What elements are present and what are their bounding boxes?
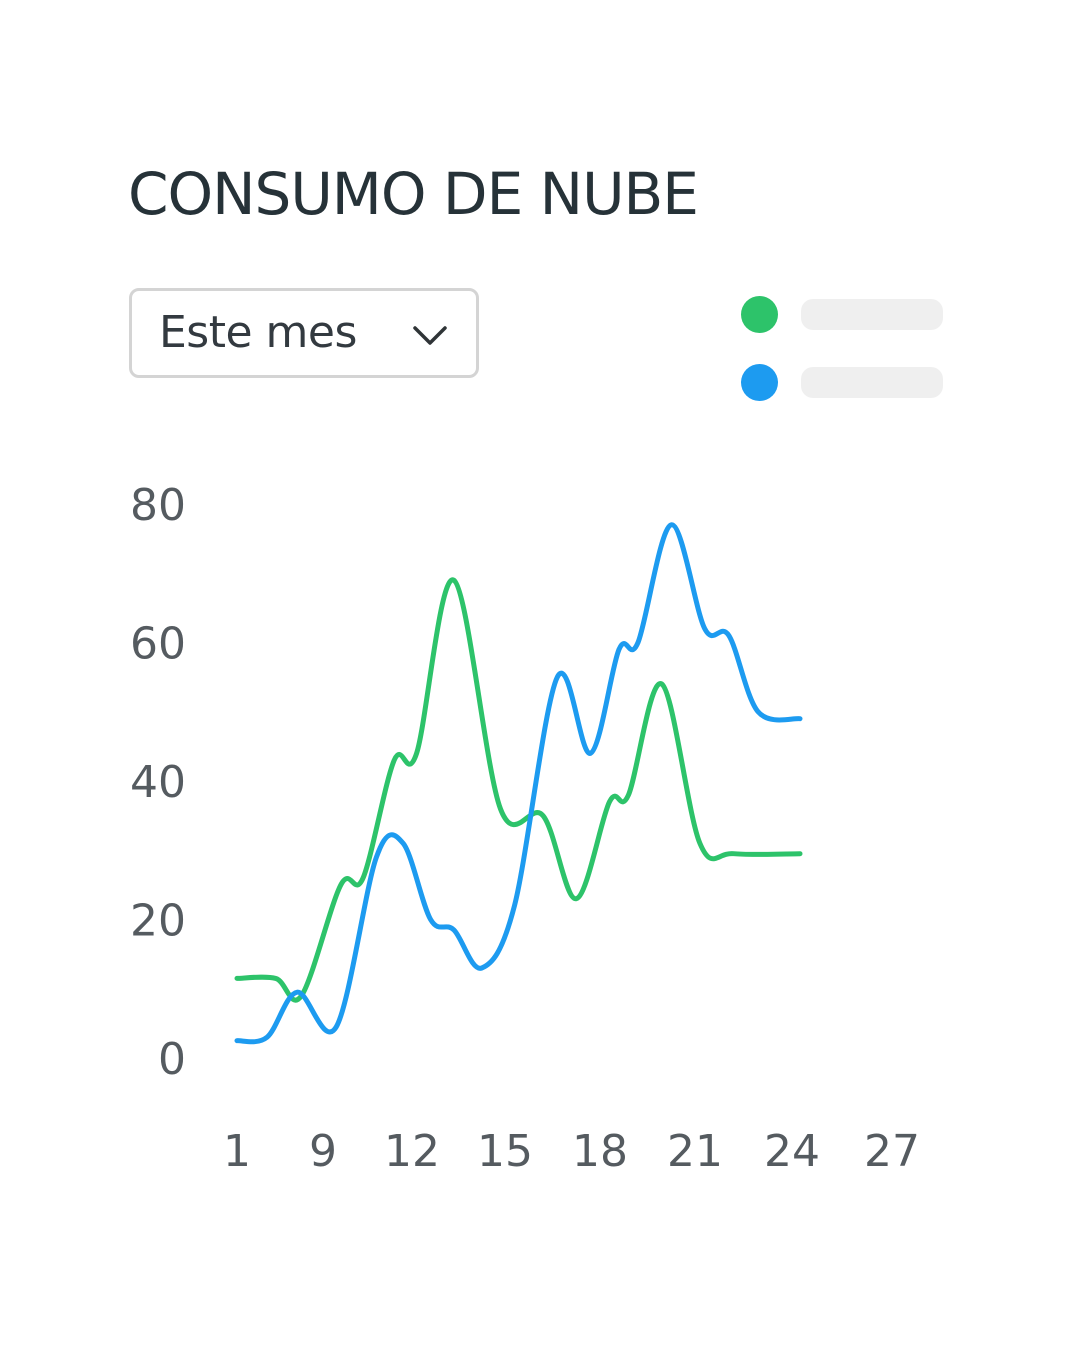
legend-dot-blue <box>741 364 778 401</box>
x-tick-label: 9 <box>309 1126 337 1177</box>
y-tick-label: 60 <box>130 619 186 670</box>
legend-item-green <box>740 294 950 334</box>
line-chart: 0 20 40 60 80 1 9 12 15 18 21 24 27 <box>130 480 920 1177</box>
series-line-green <box>234 577 803 1003</box>
y-tick-label: 40 <box>130 757 186 808</box>
x-tick-label: 18 <box>572 1126 628 1177</box>
y-tick-label: 20 <box>130 896 186 947</box>
legend-dot-green <box>741 296 778 333</box>
legend-label-placeholder <box>801 367 943 398</box>
x-tick-label: 21 <box>667 1126 723 1177</box>
x-axis: 1 9 12 15 18 21 24 27 <box>223 1126 920 1177</box>
x-tick-label: 12 <box>384 1126 440 1177</box>
chevron-down-icon <box>413 326 447 345</box>
y-tick-label: 80 <box>130 480 186 531</box>
x-tick-label: 1 <box>223 1126 251 1177</box>
x-tick-label: 27 <box>864 1126 920 1177</box>
x-tick-label: 15 <box>477 1126 533 1177</box>
series-line-blue <box>234 522 803 1045</box>
x-tick-label: 24 <box>764 1126 820 1177</box>
period-select[interactable]: Este mes <box>129 288 479 378</box>
period-select-value: Este mes <box>159 307 357 358</box>
series-layer <box>234 522 803 1045</box>
legend-label-placeholder <box>801 299 943 330</box>
legend-item-blue <box>740 362 950 402</box>
chart-legend <box>740 294 950 404</box>
page-title: CONSUMO DE NUBE <box>128 160 699 228</box>
y-axis: 0 20 40 60 80 <box>130 480 186 1085</box>
y-tick-label: 0 <box>158 1034 186 1085</box>
